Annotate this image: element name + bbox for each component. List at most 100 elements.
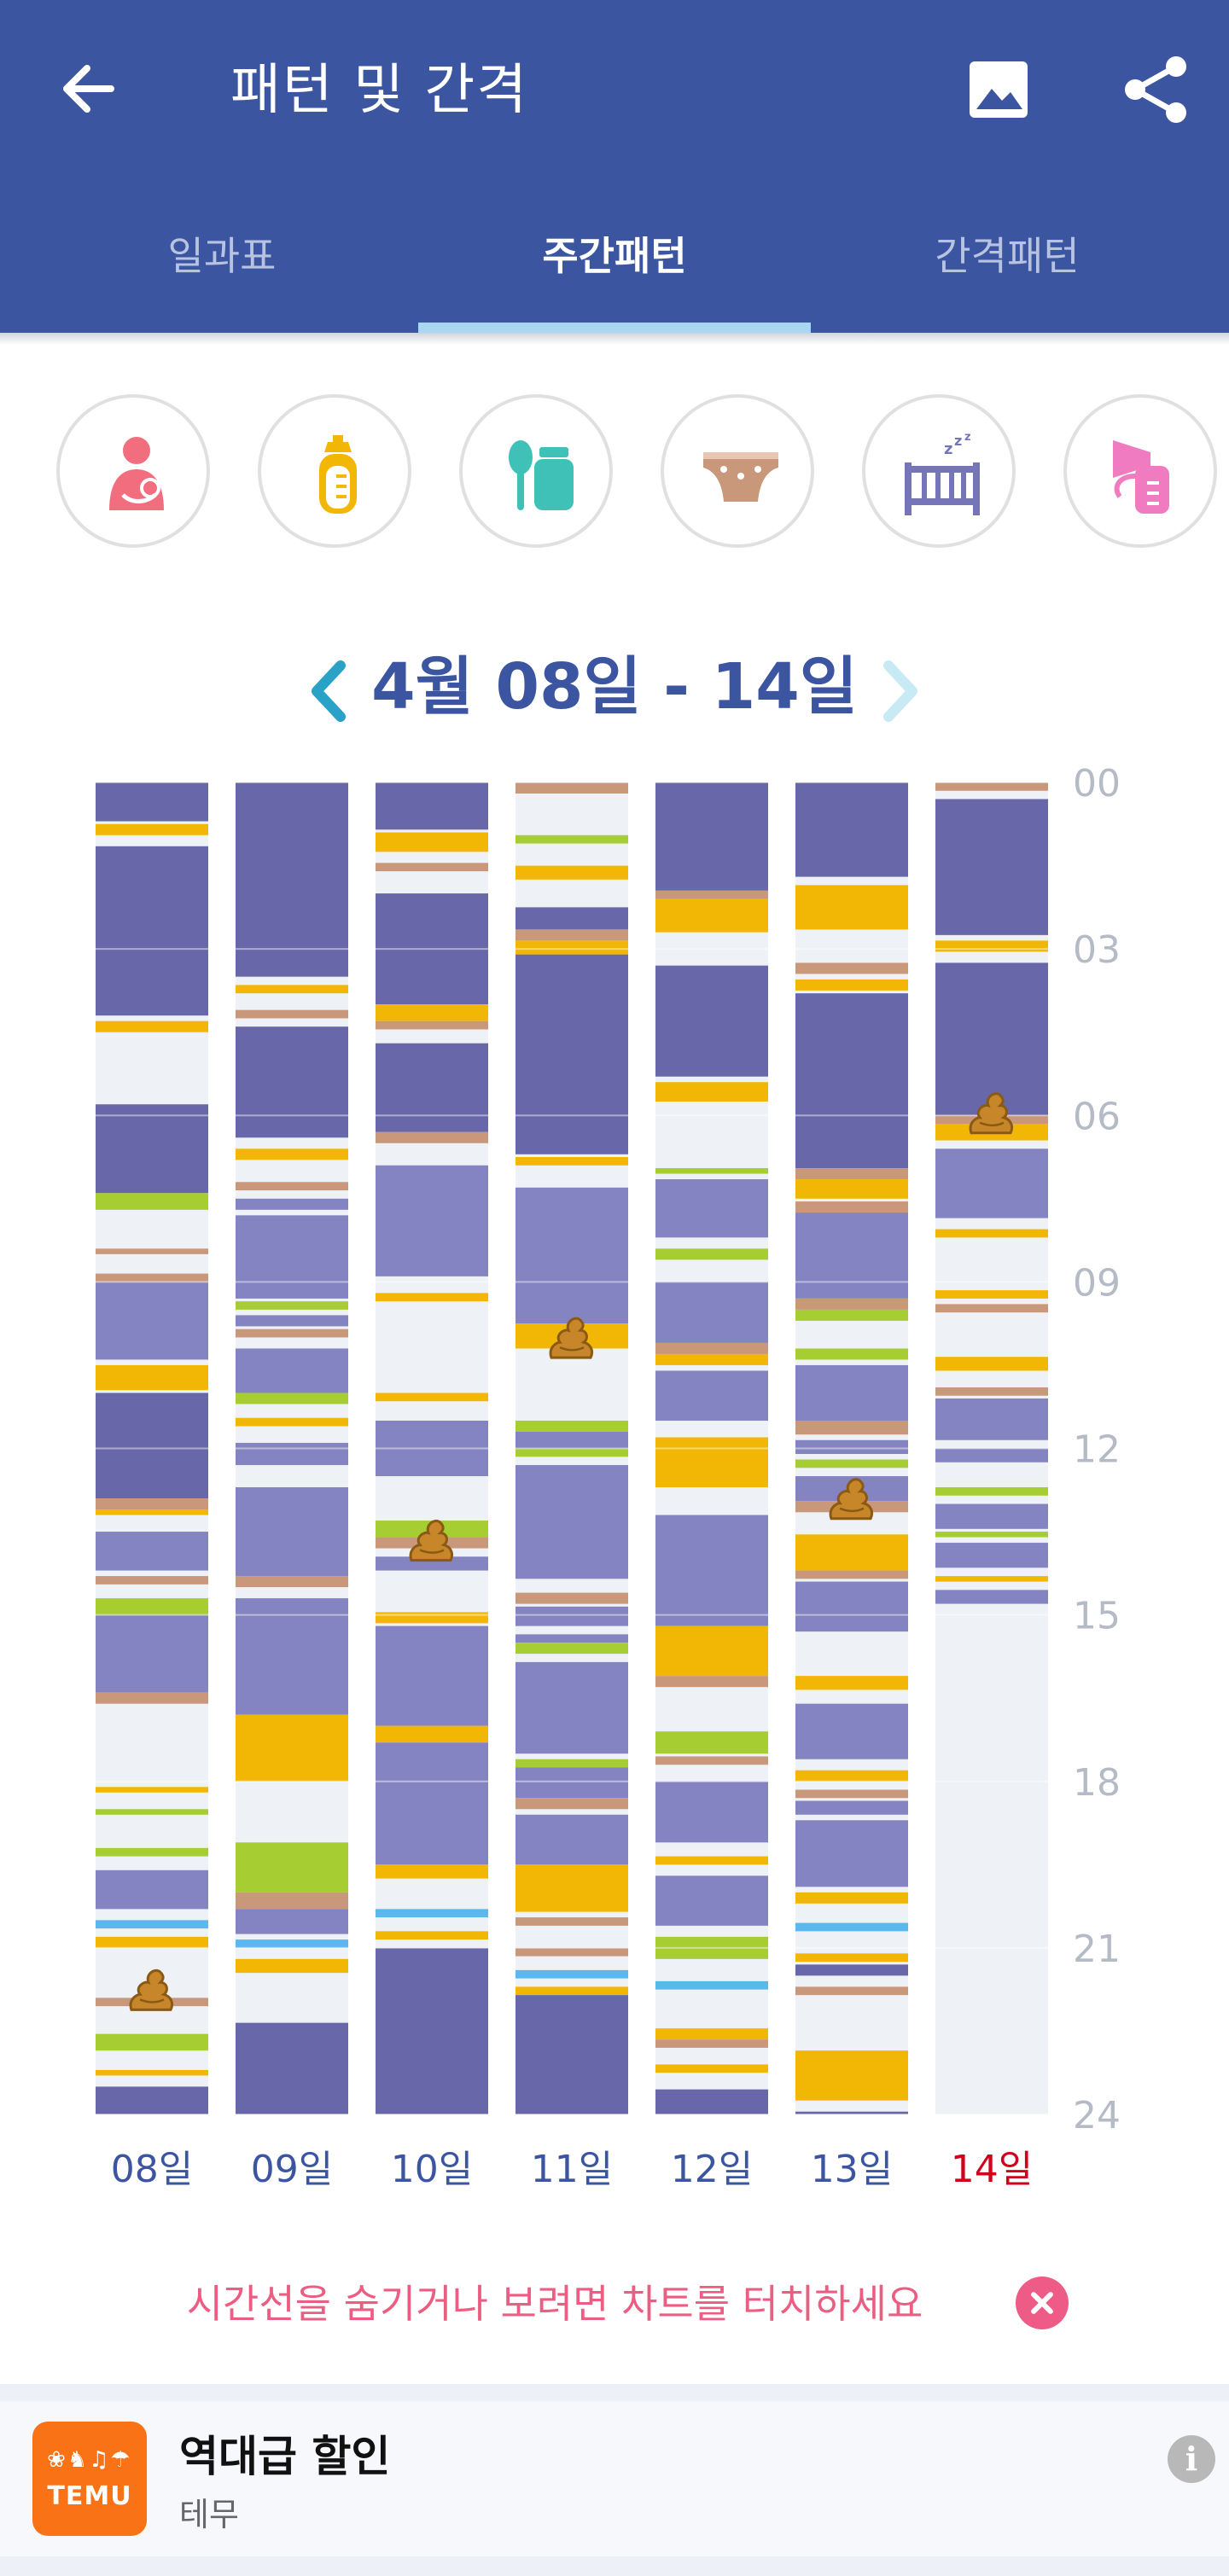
event-bar-bottle [236, 985, 348, 994]
event-bar-baby-food [935, 1532, 1048, 1538]
event-bar-baby-food [515, 1448, 628, 1457]
event-bar-baby-food [795, 1459, 908, 1468]
event-bar-bottle [655, 2064, 768, 2073]
event-bar-baby-food [795, 1348, 908, 1360]
event-bar-bottle [96, 1364, 208, 1391]
hour-tick-label: 15 [1073, 1595, 1121, 1638]
event-bar-night-sleep [96, 1393, 208, 1499]
baby-food-filter-button[interactable] [459, 394, 613, 548]
event-bar-baby-food [515, 1643, 628, 1654]
event-bar-bath [236, 1939, 348, 1948]
event-bar-bottle [935, 1229, 1048, 1238]
event-bar-night-sleep [376, 893, 488, 1005]
active-tab-indicator [418, 323, 811, 333]
event-bar-diaper [96, 1248, 208, 1254]
event-bar-diaper [935, 1387, 1048, 1396]
day-label: 13일 [811, 2148, 893, 2191]
event-bar-nap [795, 1364, 908, 1421]
event-bar-diaper [515, 1798, 628, 1810]
event-bar-nap [515, 1606, 628, 1626]
event-bar-diaper [376, 863, 488, 872]
event-bar-diaper [96, 1498, 208, 1510]
breastfeeding-filter-button[interactable] [56, 394, 210, 548]
page-title: 패턴 및 간격 [230, 59, 529, 122]
event-bar-bottle [236, 1714, 348, 1782]
event-bar-diaper [96, 1576, 208, 1585]
back-arrow-icon[interactable] [55, 55, 123, 123]
weekly-pattern-chart[interactable]: 00 03 06 09 12 15 18 21 24 08일 09일 10일 11일 12일 13일 14일 [0, 768, 1229, 2218]
tab-daily-schedule[interactable]: 일과표 [167, 233, 277, 279]
event-bar-diaper [795, 1986, 908, 1996]
event-bar-diaper [236, 1576, 348, 1588]
event-bar-nap [655, 1875, 768, 1926]
event-bar-bottle [376, 1725, 488, 1743]
bottle-filter-button[interactable] [258, 394, 411, 548]
image-icon[interactable] [964, 51, 1033, 128]
event-bar-bottle [96, 823, 208, 835]
previous-week-chevron-icon[interactable] [303, 657, 354, 725]
breastfeeding-icon [109, 437, 164, 510]
event-bar-night-sleep [655, 965, 768, 1077]
event-bar-night-sleep [96, 846, 208, 1016]
event-bar-baby-food [515, 1759, 628, 1768]
date-navigator: 4월 08일 - 14일 [0, 631, 1229, 742]
event-bar-night-sleep [515, 907, 628, 930]
event-bar-nap [515, 1465, 628, 1579]
day-label: 09일 [251, 2148, 333, 2191]
diaper-filter-button[interactable] [661, 394, 814, 548]
event-bar-nap [655, 1370, 768, 1421]
event-bar-bottle [376, 1864, 488, 1879]
event-bar-baby-food [795, 1309, 908, 1321]
event-bar-bottle [655, 2028, 768, 2040]
event-bar-baby-food [935, 1487, 1048, 1496]
ad-info-icon[interactable]: i [1168, 2435, 1215, 2483]
svg-text:z: z [964, 432, 971, 444]
event-bar-diaper [515, 929, 628, 941]
event-bar-bottle [935, 1576, 1048, 1582]
event-bar-nap [795, 1439, 908, 1455]
event-bar-diaper [795, 1789, 908, 1799]
event-bar-diaper [376, 1021, 488, 1030]
event-bar-nap [655, 1179, 768, 1238]
event-bar-baby-food [96, 2033, 208, 2051]
tab-weekly-pattern[interactable]: 주간패턴 [542, 233, 687, 279]
event-bar-bath [795, 1922, 908, 1932]
tab-interval-pattern[interactable]: 간격패턴 [935, 233, 1080, 279]
event-bar-bottle [376, 1004, 488, 1021]
event-bar-night-sleep [376, 1043, 488, 1132]
event-bar-nap [236, 1215, 348, 1299]
event-bar-bottle [236, 1148, 348, 1160]
event-bar-bottle [236, 1958, 348, 1974]
event-bar-night-sleep [935, 962, 1048, 1116]
next-week-chevron-icon[interactable] [875, 657, 926, 725]
event-bar-bath [376, 1909, 488, 1918]
diaper-icon [703, 452, 778, 502]
ad-banner[interactable]: ❀♞♫☂ TEMU 역대급 할인 테무 i [0, 2401, 1229, 2556]
event-bar-night-sleep [515, 954, 628, 1154]
event-bar-bottle [655, 1437, 768, 1488]
event-bar-bottle [376, 1612, 488, 1624]
event-bar-bottle [795, 1953, 908, 1963]
event-bar-diaper [655, 1342, 768, 1354]
event-bar-bottle [515, 940, 628, 955]
event-bar-bottle [376, 1293, 488, 1302]
event-bar-baby-food [236, 1393, 348, 1404]
share-icon[interactable] [1118, 51, 1195, 128]
event-bar-diaper [935, 1304, 1048, 1313]
event-bar-night-sleep [236, 1026, 348, 1138]
event-bar-night-sleep [795, 993, 908, 1169]
close-hint-icon[interactable] [1016, 2277, 1069, 2329]
event-bar-nap [96, 1282, 208, 1360]
temu-logo-text: TEMU [47, 2481, 132, 2511]
event-bar-diaper [515, 1917, 628, 1926]
hour-tick-label: 00 [1073, 768, 1121, 805]
ad-divider [0, 2384, 1229, 2401]
breast-pump-filter-button[interactable] [1063, 394, 1217, 548]
event-bar-diaper [655, 1756, 768, 1765]
event-bar-bottle [96, 2069, 208, 2076]
sleep-filter-button[interactable]: z z z [862, 394, 1016, 548]
event-bar-night-sleep [96, 782, 208, 822]
event-bar-nap [236, 1909, 348, 1934]
event-bar-nap [935, 1448, 1048, 1462]
ad-advertiser: 테무 [179, 2496, 239, 2533]
